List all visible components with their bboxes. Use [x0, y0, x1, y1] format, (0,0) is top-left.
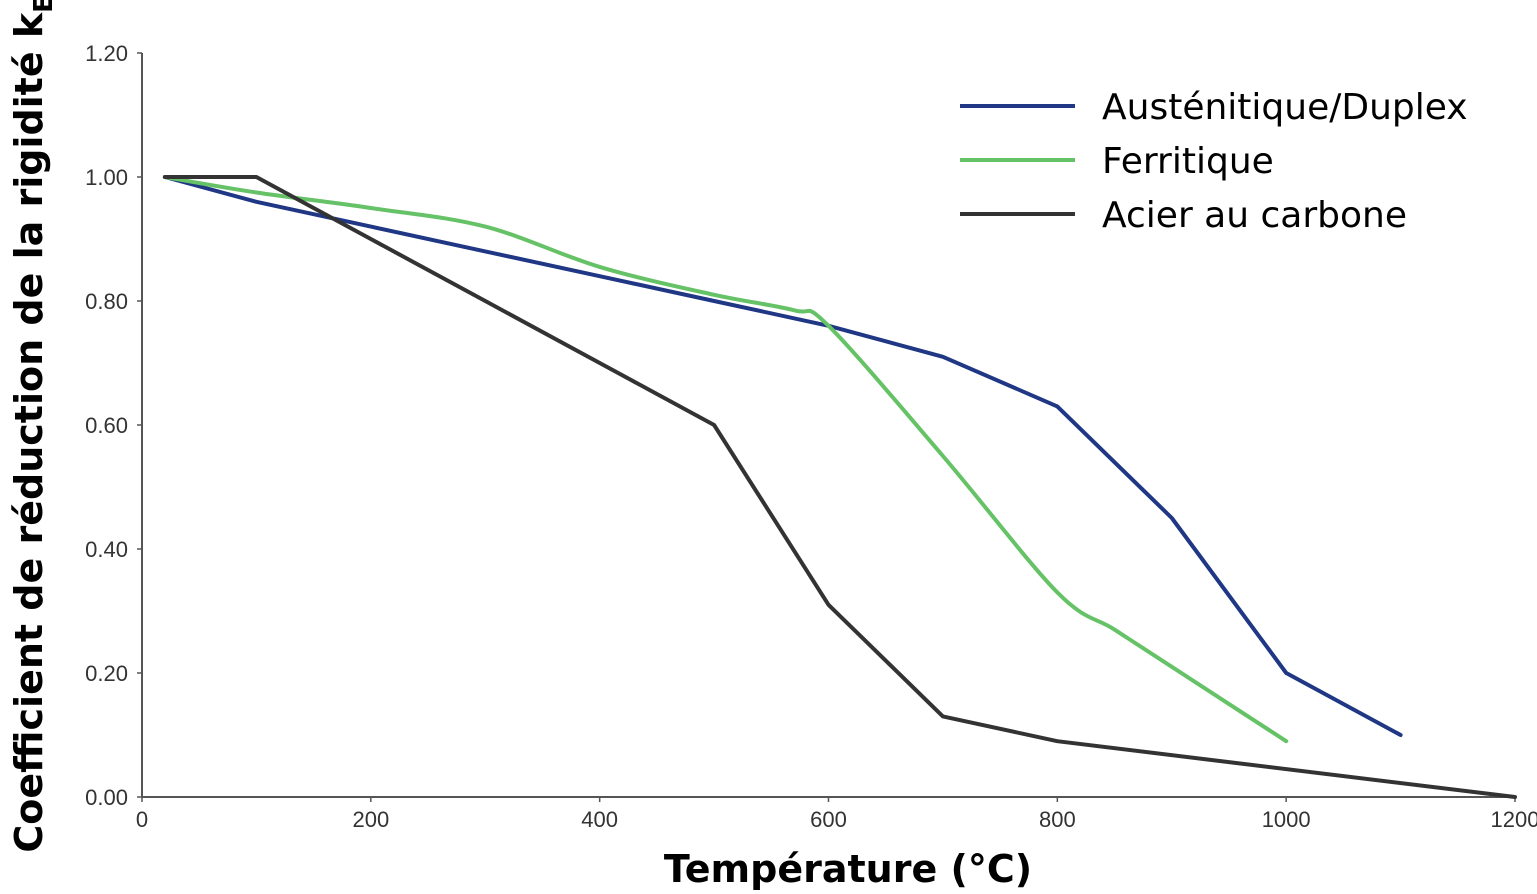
y-tick-label: 0.80: [85, 289, 128, 314]
legend-label-ferritique: Ferritique: [1102, 141, 1274, 182]
legend: Austénitique/Duplex Ferritique Acier au ca…: [960, 87, 1468, 236]
x-tick-label: 400: [581, 807, 618, 832]
x-tick-label: 600: [810, 807, 847, 832]
y-tick-label: 0.20: [85, 661, 128, 686]
series-lines: [162, 175, 1517, 799]
series-line-ferritique: [162, 175, 1289, 744]
x-tick-label: 1200: [1491, 807, 1537, 832]
y-axis-title-subscript: E,θ: [29, 0, 59, 13]
y-tick-label: 0.00: [85, 785, 128, 810]
y-tick-label: 1.20: [85, 41, 128, 66]
x-axis-title: Température (°C): [664, 847, 1032, 891]
y-tick-label: 1.00: [85, 165, 128, 190]
x-tick-label: 0: [136, 807, 148, 832]
x-axis-ticks: 0 200 400 600 800 1000 1200: [136, 797, 1537, 832]
y-axis-title: Coefficient de réduction de la rigidité …: [7, 0, 59, 853]
legend-label-acier-au-carbone: Acier au carbone: [1102, 195, 1407, 236]
x-tick-label: 800: [1039, 807, 1076, 832]
x-tick-label: 200: [352, 807, 389, 832]
x-tick-label: 1000: [1262, 807, 1311, 832]
y-axis-title-main: Coefficient de réduction de la rigidité …: [7, 12, 51, 852]
series-line-austenitique-duplex: [162, 175, 1403, 737]
series-line-acier-au-carbone: [162, 175, 1517, 799]
y-tick-label: 0.60: [85, 413, 128, 438]
legend-label-austenitique-duplex: Austénitique/Duplex: [1102, 87, 1468, 128]
y-axis-ticks: 0.00 0.20 0.40 0.60 0.80 1.00 1.20: [85, 41, 142, 810]
y-tick-label: 0.40: [85, 537, 128, 562]
